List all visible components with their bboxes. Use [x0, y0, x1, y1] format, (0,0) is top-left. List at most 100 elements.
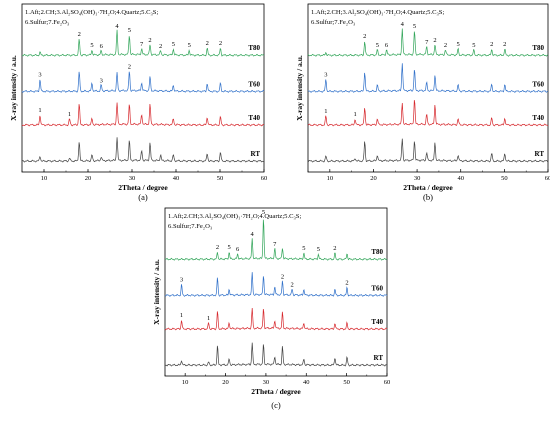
- peak-annotation: 1: [207, 315, 210, 322]
- series-line-rt: [307, 138, 549, 163]
- phase-legend-line: 1.Aft;2.CH;3.Al₂SO₄(OH)₁·7H₂O;4.Quartz;5…: [25, 9, 158, 16]
- peak-annotation: 2: [216, 244, 219, 251]
- x-axis: 10 20 30 40 50 60: [21, 169, 268, 182]
- x-tick-label: 40: [173, 175, 180, 182]
- peak-annotation: 2: [281, 273, 284, 280]
- y-axis-label: X-ray intensity / a.u.: [152, 259, 161, 325]
- phase-legend-line: 6.Sulfur;7.Fe₂O₃: [25, 19, 69, 26]
- series-line-t40: [307, 100, 549, 127]
- peak-annotation: 6: [236, 246, 240, 253]
- x-tick-label: 10: [41, 175, 48, 182]
- x-tick-label: 40: [303, 379, 310, 386]
- peak-annotation: 2: [206, 40, 209, 47]
- x-tick-label: 30: [129, 175, 136, 182]
- x-axis-label: 2Theta / degree: [118, 183, 168, 192]
- panel-label: (a): [138, 192, 148, 202]
- x-tick-label: 20: [85, 175, 92, 182]
- peak-annotation: 5: [228, 244, 231, 251]
- peak-annotation: 7: [425, 39, 429, 46]
- x-tick-label: 50: [343, 379, 350, 386]
- x-tick-label: 60: [384, 379, 391, 386]
- peak-annotation: 5: [302, 245, 305, 252]
- x-tick-label: 60: [261, 175, 268, 182]
- x-tick-label: 10: [327, 175, 334, 182]
- series-label: T60: [532, 80, 544, 88]
- peak-annotation: 1: [38, 107, 41, 114]
- peak-annotation: 5: [90, 42, 93, 49]
- peak-annotation: 1: [68, 111, 71, 118]
- peak-annotation: 2: [345, 279, 348, 286]
- peak-annotation: 3: [324, 71, 327, 78]
- peak-annotation: 2: [503, 41, 506, 48]
- peak-annotation: 6: [100, 43, 104, 50]
- peak-annotation: 5: [262, 209, 265, 216]
- plot-frame: [21, 3, 265, 173]
- peak-annotation: 5: [172, 41, 175, 48]
- series-line-t80: [164, 219, 388, 261]
- peak-annotation: 1: [180, 312, 183, 319]
- x-tick-label: 30: [414, 175, 421, 182]
- series-label: T40: [371, 318, 383, 326]
- series-label: T40: [532, 114, 544, 122]
- peak-annotation: 2: [159, 43, 162, 50]
- x-tick-label: 20: [222, 379, 229, 386]
- peak-annotation: 3: [180, 276, 183, 283]
- y-axis-label: X-ray intensity / a.u.: [9, 55, 18, 121]
- series-label: T60: [371, 284, 383, 292]
- peak-annotation: 1: [354, 111, 357, 118]
- y-axis-label: X-ray intensity / a.u.: [295, 55, 304, 121]
- chart-panel-1: 10 20 30 40 50 60 2Theta / degree X-ray intensi…: [9, 3, 268, 202]
- peak-annotation: 5: [456, 41, 459, 48]
- series-label: T80: [248, 44, 260, 52]
- chart-panel-2: 10 20 30 40 50 60 2Theta / degree X-ray intensi…: [295, 3, 550, 202]
- series-line-t60: [164, 272, 388, 297]
- peak-annotation: 2: [128, 63, 131, 70]
- peak-annotation: 6: [385, 42, 389, 49]
- x-tick-label: 20: [370, 175, 377, 182]
- peak-annotation: 2: [363, 33, 366, 40]
- series-line-rt: [164, 342, 388, 367]
- panel-label: (c): [271, 400, 281, 410]
- phase-legend-line: 6.Sulfur;7.Fe₂O₃: [168, 223, 212, 230]
- series-label: RT: [374, 354, 384, 362]
- x-axis: 10 20 30 40 50 60: [164, 373, 391, 386]
- series-label: T40: [248, 114, 260, 122]
- x-tick-label: 60: [545, 175, 550, 182]
- peak-annotation: 4: [401, 21, 405, 28]
- series-line-t60: [307, 63, 549, 93]
- plot-frame: [307, 3, 549, 173]
- peak-annotation: 2: [490, 41, 493, 48]
- peak-annotation: 2: [148, 37, 151, 44]
- peak-annotation: 5: [376, 42, 379, 49]
- peak-annotation: 2: [444, 42, 447, 49]
- peak-annotation: 5: [128, 27, 131, 34]
- x-tick-label: 30: [263, 379, 270, 386]
- phase-legend-line: 1.Aft;2.CH;3.Al₂SO₄(OH)₁·7H₂O;4.Quartz;5…: [311, 9, 444, 16]
- series-label: RT: [535, 150, 545, 158]
- phase-legend-line: 6.Sulfur;7.Fe₂O₃: [311, 19, 355, 26]
- series-label: T80: [371, 248, 383, 256]
- x-tick-label: 50: [501, 175, 508, 182]
- x-axis-label: 2Theta / degree: [251, 387, 301, 396]
- phase-legend-line: 1.Aft;2.CH;3.Al₂SO₄(OH)₁·7H₂O;4.Quartz;5…: [168, 213, 301, 220]
- peak-annotation: 5: [188, 42, 191, 49]
- series-label: T60: [248, 80, 260, 88]
- peak-annotation: 5: [413, 23, 416, 30]
- peak-annotation: 7: [273, 241, 277, 248]
- x-axis-label: 2Theta / degree: [403, 183, 453, 192]
- series-label: T80: [532, 44, 544, 52]
- x-tick-label: 40: [457, 175, 464, 182]
- series-line-t60: [21, 71, 265, 93]
- peak-annotation: 3: [38, 71, 41, 78]
- peak-annotation: 5: [317, 246, 320, 253]
- peak-annotation: 4: [115, 23, 119, 30]
- peak-annotation: 4: [251, 231, 255, 238]
- peak-annotation: 2: [219, 40, 222, 47]
- peak-annotation: 2: [333, 245, 336, 252]
- peak-annotation: 2: [78, 31, 81, 38]
- series-label: RT: [251, 150, 261, 158]
- chart-panel-3: 10 20 30 40 50 60 2Theta / degree X-ray intensi…: [152, 207, 391, 410]
- series-line-t40: [21, 102, 265, 127]
- peak-annotation: 2: [433, 37, 436, 44]
